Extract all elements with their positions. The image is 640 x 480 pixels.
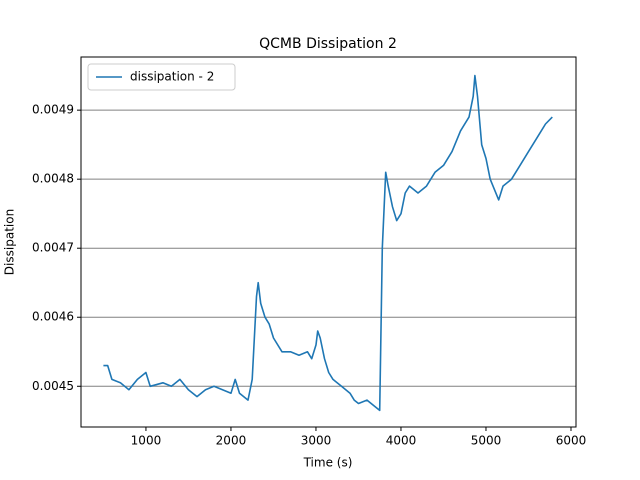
x-tick-label: 4000	[386, 434, 417, 448]
x-tick-label: 3000	[301, 434, 332, 448]
y-tick-label: 0.0048	[32, 172, 74, 186]
x-tick-label: 2000	[216, 434, 247, 448]
legend-box	[87, 63, 236, 91]
chart-title: QCMB Dissipation 2	[259, 36, 397, 52]
x-tick-label: 1000	[131, 434, 162, 448]
y-tick-label: 0.0046	[32, 310, 74, 324]
plot-frame	[80, 56, 577, 428]
y-tick-label: 0.0045	[32, 379, 74, 393]
x-tick-label: 6000	[556, 434, 587, 448]
y-tick-label: 0.0047	[32, 241, 74, 255]
legend-label: dissipation - 2	[130, 70, 214, 84]
data-line	[103, 74, 553, 412]
y-tick-label: 0.0049	[32, 103, 74, 117]
x-tick-label: 5000	[471, 434, 502, 448]
y-axis-label: Dissipation	[3, 209, 17, 275]
x-axis-label: Time (s)	[303, 456, 353, 470]
